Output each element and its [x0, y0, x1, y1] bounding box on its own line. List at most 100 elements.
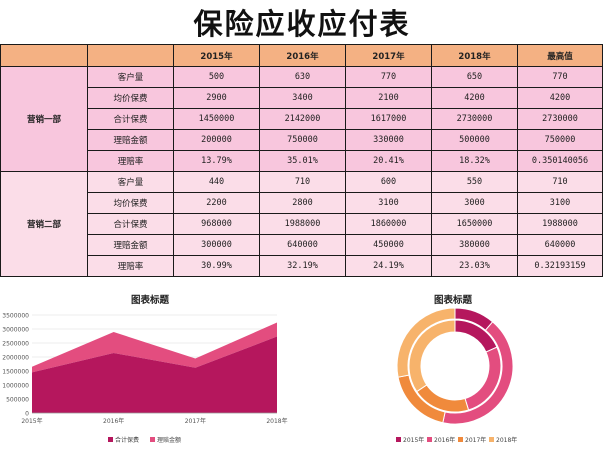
metric-label: 理赔率 — [87, 255, 174, 277]
table-cell: 3100 — [517, 192, 603, 214]
y-tick-label: 1500000 — [2, 369, 29, 376]
table-cell: 2730000 — [517, 108, 603, 130]
table-cell: 32.19% — [259, 255, 346, 277]
table-cell: 4200 — [517, 87, 603, 109]
legend-swatch — [489, 437, 494, 442]
table-cell: 500000 — [431, 129, 518, 151]
table-row: 营销二部 客户量 440 710 600 550 710 — [0, 171, 603, 277]
doughnut-chart-title: 图表标题 — [433, 295, 472, 306]
table-cell: 2142000 — [259, 108, 346, 130]
table-cell: 500 — [173, 66, 260, 88]
doughnut-chart-svg: 2015年 2016年 2017年 2018年 — [396, 307, 517, 444]
metric-label: 均价保费 — [87, 87, 174, 109]
doughnut-slice — [408, 319, 456, 393]
table-header-row: 2015年 2016年 2017年 2018年 最高值 — [0, 44, 603, 67]
table-row: 营销一部 客户量 500 630 770 650 770 — [0, 66, 603, 172]
y-tick-label: 500000 — [6, 397, 29, 404]
y-tick-label: 3000000 — [2, 327, 29, 334]
table-cell: 640000 — [259, 234, 346, 256]
x-tick-label: 2018年 — [266, 417, 287, 425]
y-tick-label: 2000000 — [2, 355, 29, 362]
legend-swatch — [108, 437, 113, 442]
table-cell: 770 — [345, 66, 432, 88]
page-title: 保险应收应付表 — [193, 7, 411, 41]
table-cell: 630 — [259, 66, 346, 88]
column-header: 2015年 — [173, 44, 260, 67]
table-cell: 1650000 — [431, 213, 518, 235]
table-cell: 2800 — [259, 192, 346, 214]
table-cell: 1450000 — [173, 108, 260, 130]
x-tick-label: 2017年 — [185, 417, 206, 425]
column-header — [0, 44, 88, 67]
table-cell: 1617000 — [345, 108, 432, 130]
table-cell: 770 — [517, 66, 603, 88]
table-cell: 24.19% — [345, 255, 432, 277]
metric-label: 合计保费 — [87, 108, 174, 130]
table-row: 理赔金额 300000 640000 450000 380000 640000 — [1, 234, 603, 256]
department-label: 营销一部 — [0, 66, 88, 172]
legend-label: 2017年 — [465, 436, 486, 444]
table-cell: 2100 — [345, 87, 432, 109]
legend-swatch — [150, 437, 155, 442]
table-cell: 200000 — [173, 129, 260, 151]
legend-swatch — [396, 437, 401, 442]
table-row: 理赔率 13.79% 35.01% 20.41% 18.32% 0.350140056 — [1, 150, 603, 172]
doughnut-chart: 图表标题 2015年 2016年 2017年 2018年 — [302, 288, 604, 460]
legend-label: 理赔金额 — [157, 436, 181, 444]
x-tick-label: 2015年 — [21, 417, 42, 425]
department-label: 营销二部 — [0, 171, 88, 277]
legend-label: 2015年 — [403, 436, 424, 444]
area-chart-title: 图表标题 — [130, 295, 169, 306]
column-header: 2016年 — [259, 44, 346, 67]
y-tick-label: 0 — [25, 411, 29, 418]
table-row: 理赔金额 200000 750000 330000 500000 750000 — [1, 129, 603, 151]
table-cell: 35.01% — [259, 150, 346, 172]
table-cell: 1860000 — [345, 213, 432, 235]
table-cell: 4200 — [431, 87, 518, 109]
table-row: 均价保费 2900 3400 2100 4200 4200 — [1, 87, 603, 109]
y-tick-label: 3500000 — [2, 313, 29, 320]
table-cell: 1988000 — [517, 213, 603, 235]
table-cell: 380000 — [431, 234, 518, 256]
legend-label: 2016年 — [434, 436, 455, 444]
table-cell: 13.79% — [173, 150, 260, 172]
table-cell: 710 — [259, 171, 346, 193]
table-cell: 600 — [345, 171, 432, 193]
table-cell: 1988000 — [259, 213, 346, 235]
metric-label: 合计保费 — [87, 213, 174, 235]
table-row: 合计保费 968000 1988000 1860000 1650000 1988000 — [1, 213, 603, 235]
table-cell: 3000 — [431, 192, 518, 214]
table-row: 理赔率 30.99% 32.19% 24.19% 23.03% 0.32193159 — [1, 255, 603, 277]
table-cell: 2900 — [173, 87, 260, 109]
y-tick-label: 1000000 — [2, 383, 29, 390]
metric-label: 理赔金额 — [87, 129, 174, 151]
table-row: 均价保费 2200 2800 3100 3000 3100 — [1, 192, 603, 214]
legend-label: 2018年 — [496, 436, 517, 444]
metric-label: 均价保费 — [87, 192, 174, 214]
table-row: 合计保费 1450000 2142000 1617000 2730000 2730000 — [1, 108, 603, 130]
table-cell: 0.350140056 — [517, 150, 603, 172]
table-cell: 2200 — [173, 192, 260, 214]
area-chart-svg: 0 500000 1000000 1500000 2000000 2500000 30000… — [2, 313, 287, 445]
insurance-table: 2015年 2016年 2017年 2018年 最高值 营销一部 客户量 500 63… — [0, 44, 603, 277]
table-cell: 750000 — [517, 129, 603, 151]
table-cell: 30.99% — [173, 255, 260, 277]
table-cell: 2730000 — [431, 108, 518, 130]
table-cell: 640000 — [517, 234, 603, 256]
table-cell: 330000 — [345, 129, 432, 151]
table-cell: 23.03% — [431, 255, 518, 277]
metric-label: 理赔金额 — [87, 234, 174, 256]
metric-label: 理赔率 — [87, 150, 174, 172]
table-cell: 650 — [431, 66, 518, 88]
column-header: 2018年 — [431, 44, 518, 67]
column-header: 最高值 — [517, 44, 603, 67]
table-cell: 750000 — [259, 129, 346, 151]
table-cell: 18.32% — [431, 150, 518, 172]
legend-swatch — [458, 437, 463, 442]
table-cell: 440 — [173, 171, 260, 193]
column-header: 2017年 — [345, 44, 432, 67]
table-cell: 968000 — [173, 213, 260, 235]
legend-swatch — [427, 437, 432, 442]
x-tick-label: 2016年 — [103, 417, 124, 425]
doughnut-slice — [396, 307, 456, 378]
